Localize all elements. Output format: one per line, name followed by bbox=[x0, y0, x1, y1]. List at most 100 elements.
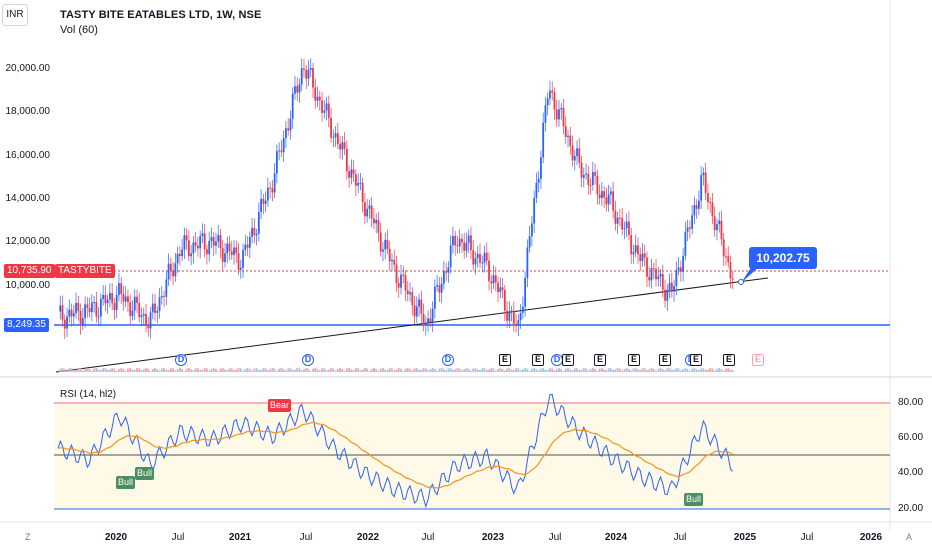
earnings-marker[interactable]: E bbox=[628, 354, 640, 366]
volume-bar bbox=[253, 368, 256, 372]
candle-body bbox=[361, 182, 364, 203]
volume-bar bbox=[154, 368, 156, 372]
earnings-marker[interactable]: E bbox=[532, 354, 544, 366]
candle-body bbox=[172, 270, 174, 277]
volume-bar bbox=[194, 368, 197, 372]
dividend-marker[interactable]: D bbox=[175, 354, 187, 366]
candle-body bbox=[63, 319, 66, 329]
candle-body bbox=[386, 239, 389, 249]
trendline-handle[interactable] bbox=[738, 279, 744, 285]
trendline[interactable] bbox=[55, 277, 769, 373]
candle-body bbox=[142, 313, 145, 316]
candle-body bbox=[400, 274, 402, 288]
candle-body bbox=[454, 235, 457, 246]
candle-body bbox=[190, 253, 193, 257]
candle-body bbox=[657, 276, 660, 280]
volume-bar bbox=[99, 370, 102, 372]
candle-body bbox=[643, 253, 646, 258]
earnings-marker[interactable]: E bbox=[562, 354, 574, 366]
volume-bar bbox=[700, 368, 703, 372]
volume-bar bbox=[271, 368, 274, 372]
candle-body bbox=[503, 289, 506, 311]
rsi-legend[interactable]: RSI (14, hl2) bbox=[60, 389, 117, 400]
volume-bar bbox=[305, 368, 308, 372]
volume-bar bbox=[533, 368, 536, 372]
earnings-marker-upcoming[interactable]: E bbox=[752, 354, 764, 366]
currency-selector[interactable]: INR bbox=[2, 4, 28, 26]
volume-bars bbox=[59, 368, 734, 372]
candle-body bbox=[86, 304, 89, 308]
candle-body bbox=[605, 197, 608, 205]
volume-bar bbox=[321, 368, 323, 372]
volume-bar bbox=[221, 368, 224, 372]
volume-bar bbox=[589, 369, 592, 372]
candle-body bbox=[641, 253, 644, 262]
volume-bar bbox=[564, 368, 567, 372]
candle-body bbox=[549, 90, 551, 99]
volume-bar bbox=[639, 369, 642, 372]
volume-bar bbox=[226, 370, 229, 372]
earnings-marker[interactable]: E bbox=[690, 354, 702, 366]
auto-scale-toggle[interactable]: A bbox=[906, 532, 913, 542]
volume-bar bbox=[163, 368, 165, 372]
volume-bar bbox=[679, 370, 682, 372]
volume-bar bbox=[384, 369, 387, 372]
earnings-marker[interactable]: E bbox=[659, 354, 671, 366]
volume-bar bbox=[373, 368, 375, 372]
candle-body bbox=[438, 285, 441, 293]
symbol-tag: TASTYBITE bbox=[55, 264, 115, 278]
candle-body bbox=[201, 233, 204, 237]
earnings-marker[interactable]: E bbox=[499, 354, 511, 366]
volume-bar bbox=[490, 368, 493, 372]
candle-body bbox=[88, 307, 91, 313]
volume-bar bbox=[294, 369, 296, 372]
candle-body bbox=[713, 216, 716, 231]
volume-legend[interactable]: Vol (60) bbox=[60, 24, 98, 36]
dividend-marker[interactable]: D bbox=[302, 354, 314, 366]
dividend-marker[interactable]: D bbox=[442, 354, 454, 366]
volume-bar bbox=[677, 368, 680, 372]
volume-bar bbox=[605, 370, 608, 372]
candle-body bbox=[264, 200, 267, 204]
volume-bar bbox=[628, 369, 630, 372]
candle-body bbox=[594, 171, 596, 176]
volume-bar bbox=[285, 370, 287, 372]
candle-body bbox=[228, 243, 231, 252]
symbol-legend[interactable]: TASTY BITE EATABLES LTD, 1W, NSE bbox=[60, 9, 262, 21]
candle-body bbox=[582, 174, 585, 178]
candle-body bbox=[199, 236, 202, 249]
candle-body bbox=[312, 67, 314, 88]
candle-body bbox=[244, 244, 247, 250]
volume-bar bbox=[124, 370, 127, 372]
candle-body bbox=[630, 235, 633, 255]
price-callout[interactable]: 10,202.75 bbox=[749, 247, 817, 269]
volume-bar bbox=[90, 370, 93, 372]
candle-body bbox=[160, 295, 163, 298]
candle-body bbox=[612, 191, 615, 211]
candle-body bbox=[129, 302, 132, 316]
candle-body bbox=[580, 162, 583, 178]
candle-body bbox=[145, 313, 147, 326]
candle-body bbox=[596, 175, 599, 195]
candle-body bbox=[68, 309, 71, 317]
volume-bar bbox=[84, 369, 86, 372]
candle-body bbox=[352, 169, 355, 175]
volume-bar bbox=[515, 368, 518, 372]
volume-bar bbox=[257, 369, 260, 372]
volume-bar bbox=[571, 370, 574, 372]
candle-body bbox=[305, 69, 308, 79]
volume-bar bbox=[415, 368, 418, 372]
candle-body bbox=[300, 68, 303, 85]
candle-body bbox=[587, 173, 590, 186]
volume-bar bbox=[612, 370, 615, 372]
candle-body bbox=[269, 187, 272, 189]
volume-bar bbox=[235, 369, 238, 372]
zoom-toggle[interactable]: Z bbox=[25, 532, 31, 542]
earnings-marker[interactable]: E bbox=[594, 354, 606, 366]
candle-body bbox=[262, 198, 265, 204]
volume-bar bbox=[413, 368, 416, 372]
candle-body bbox=[136, 296, 138, 304]
candle-body bbox=[598, 194, 601, 198]
earnings-marker[interactable]: E bbox=[723, 354, 735, 366]
